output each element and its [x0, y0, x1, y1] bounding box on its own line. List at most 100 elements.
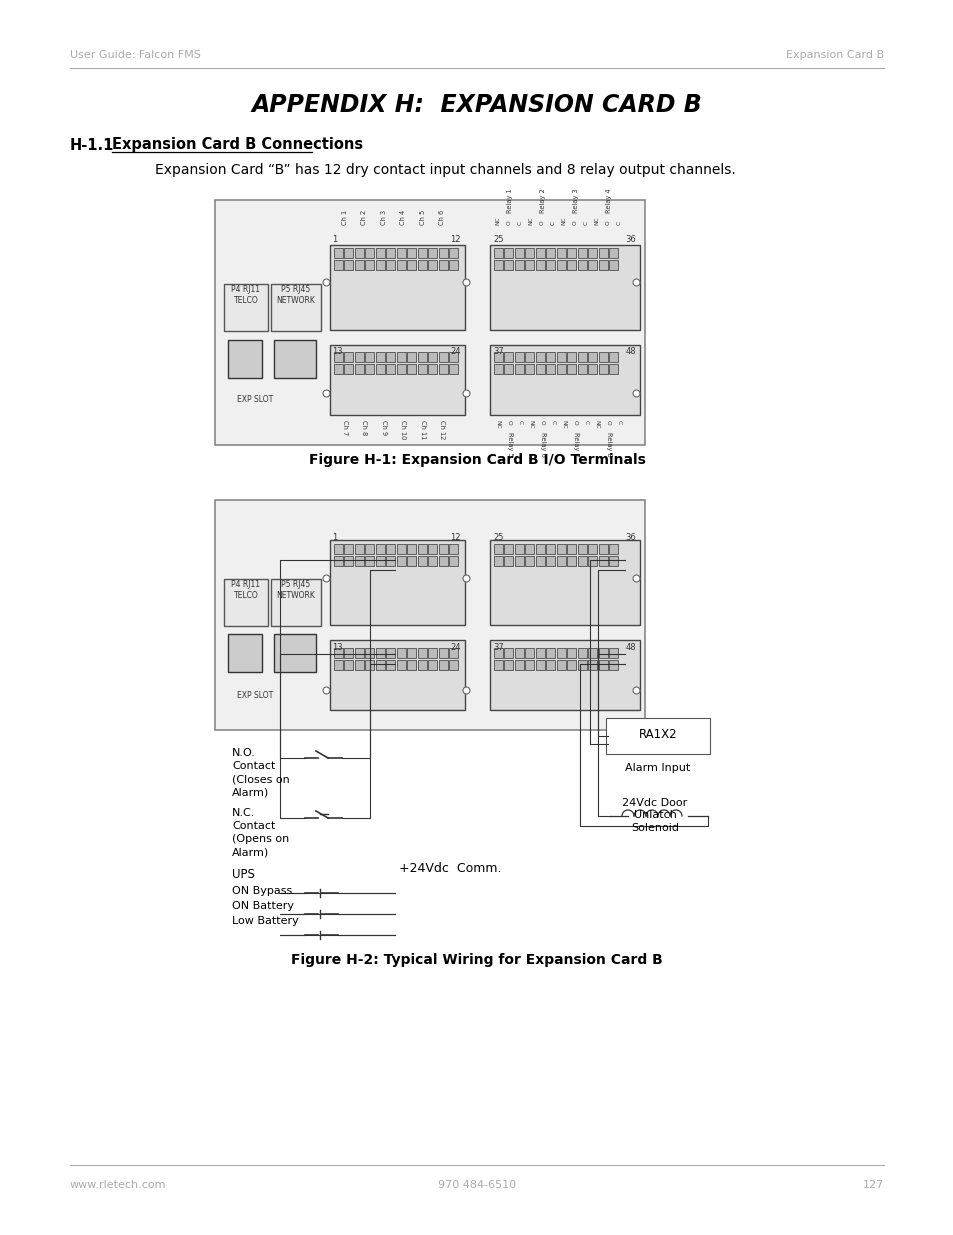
Bar — [490, 540, 639, 625]
Bar — [536, 352, 544, 362]
Text: www.rletech.com: www.rletech.com — [70, 1179, 167, 1191]
Text: C: C — [616, 420, 620, 424]
Text: O: O — [605, 420, 610, 425]
Text: 12: 12 — [450, 236, 460, 245]
Text: NC: NC — [528, 216, 533, 225]
Bar — [344, 648, 354, 658]
Bar — [609, 659, 618, 669]
Bar — [567, 363, 576, 373]
Bar — [344, 363, 354, 373]
Bar — [417, 248, 427, 258]
Bar — [546, 659, 555, 669]
Bar — [375, 363, 385, 373]
Text: Relay 7: Relay 7 — [573, 432, 578, 457]
Text: +24Vdc  Comm.: +24Vdc Comm. — [398, 862, 500, 874]
Bar — [609, 543, 618, 555]
FancyBboxPatch shape — [271, 579, 320, 626]
Bar — [494, 659, 502, 669]
Text: UPS: UPS — [232, 868, 254, 881]
Bar — [438, 543, 448, 555]
Bar — [490, 345, 639, 415]
Bar — [365, 648, 375, 658]
Bar — [609, 248, 618, 258]
FancyBboxPatch shape — [224, 284, 268, 331]
Bar — [546, 248, 555, 258]
Bar — [578, 259, 586, 269]
Bar — [417, 648, 427, 658]
Bar — [365, 556, 375, 566]
FancyBboxPatch shape — [605, 718, 709, 755]
Bar — [428, 543, 437, 555]
Text: NC: NC — [561, 420, 566, 429]
Bar — [274, 340, 315, 378]
Text: Figure H-2: Typical Wiring for Expansion Card B: Figure H-2: Typical Wiring for Expansion… — [291, 953, 662, 967]
Text: NC: NC — [594, 420, 598, 429]
Bar — [557, 543, 565, 555]
Bar — [334, 556, 343, 566]
Bar — [344, 352, 354, 362]
Text: C: C — [517, 221, 522, 225]
Bar — [578, 659, 586, 669]
Bar — [494, 248, 502, 258]
Text: 36: 36 — [624, 532, 636, 541]
Text: 13: 13 — [332, 643, 342, 652]
Bar — [428, 648, 437, 658]
Bar — [375, 248, 385, 258]
Bar — [546, 543, 555, 555]
Bar — [417, 363, 427, 373]
Bar — [365, 352, 375, 362]
Bar — [494, 648, 502, 658]
Bar — [438, 248, 448, 258]
Bar — [504, 659, 513, 669]
Bar — [386, 259, 395, 269]
Bar — [494, 259, 502, 269]
Text: 12: 12 — [450, 532, 460, 541]
Bar — [567, 556, 576, 566]
Text: 37: 37 — [493, 643, 503, 652]
Bar — [546, 556, 555, 566]
Text: Ch 6: Ch 6 — [439, 210, 445, 225]
Bar — [504, 352, 513, 362]
Text: 48: 48 — [625, 643, 636, 652]
Text: Relay 4: Relay 4 — [605, 188, 612, 212]
Bar — [588, 648, 597, 658]
Bar — [490, 640, 639, 710]
Bar — [449, 248, 458, 258]
Bar — [407, 659, 416, 669]
Text: O: O — [572, 220, 577, 225]
Bar — [365, 363, 375, 373]
Bar — [609, 648, 618, 658]
Bar — [396, 363, 406, 373]
Bar — [504, 556, 513, 566]
Bar — [494, 543, 502, 555]
Text: C: C — [583, 420, 588, 424]
Bar — [355, 543, 364, 555]
Bar — [515, 248, 523, 258]
FancyBboxPatch shape — [271, 284, 320, 331]
Bar — [428, 248, 437, 258]
Text: APPENDIX H:  EXPANSION CARD B: APPENDIX H: EXPANSION CARD B — [252, 93, 701, 117]
Text: Ch 4: Ch 4 — [400, 210, 406, 225]
Bar — [417, 259, 427, 269]
Text: C: C — [616, 221, 620, 225]
Bar — [375, 648, 385, 658]
Bar — [428, 659, 437, 669]
Text: C: C — [517, 420, 522, 424]
Bar — [407, 363, 416, 373]
Bar — [536, 556, 544, 566]
Bar — [598, 543, 607, 555]
Bar — [355, 659, 364, 669]
Text: H-1.1: H-1.1 — [70, 137, 114, 152]
Bar — [536, 543, 544, 555]
Text: P5 RJ45
NETWORK: P5 RJ45 NETWORK — [276, 580, 315, 600]
Bar — [515, 543, 523, 555]
Bar — [407, 648, 416, 658]
Bar — [598, 659, 607, 669]
Bar — [344, 659, 354, 669]
Text: Ch 3: Ch 3 — [380, 210, 387, 225]
Text: P4 RJ11
TELCO: P4 RJ11 TELCO — [232, 285, 260, 305]
Bar — [588, 556, 597, 566]
Bar — [386, 543, 395, 555]
Bar — [567, 648, 576, 658]
Bar — [330, 245, 464, 330]
